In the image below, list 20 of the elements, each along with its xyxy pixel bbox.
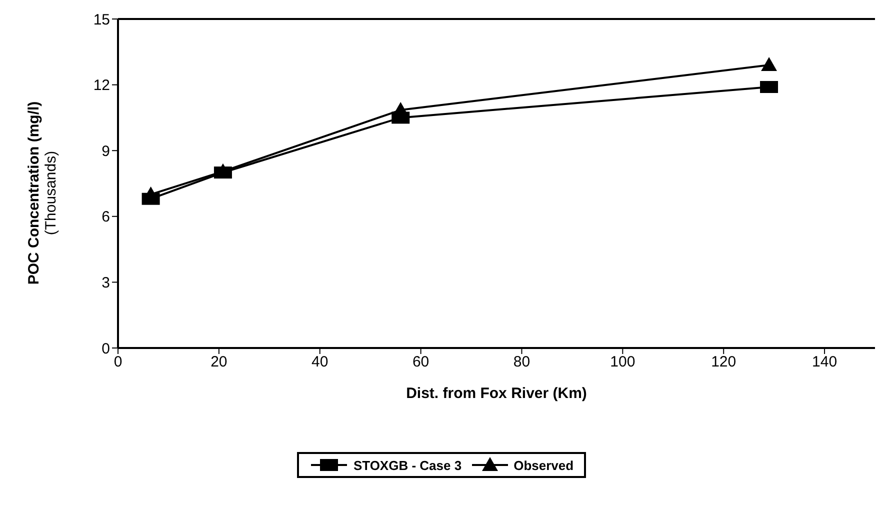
x-tick-label: 60 (412, 354, 430, 371)
y-tick-label: 6 (102, 208, 110, 226)
x-tick-label: 100 (610, 354, 636, 371)
x-axis-title: Dist. from Fox River (Km) (406, 385, 587, 402)
y-tick-label: 3 (102, 274, 110, 292)
y-tick-label: 0 (102, 340, 110, 358)
y-tick-label: 9 (102, 142, 110, 160)
x-tick-label: 20 (210, 354, 228, 371)
y-tick-label: 12 (93, 77, 110, 94)
x-tick-label: 0 (114, 354, 122, 371)
legend-label: STOXGB - Case 3 (353, 458, 462, 472)
x-tick-label: 80 (513, 354, 530, 371)
x-tick-label: 140 (812, 354, 838, 371)
text: POC Concentration (mg/l) (26, 101, 43, 285)
text: (Thousands) (43, 150, 60, 236)
x-tick-label: 40 (312, 354, 328, 371)
x-tick-label: 120 (711, 354, 736, 371)
y-tick-label: 15 (93, 11, 110, 28)
point (761, 57, 778, 72)
legend-label: Observed (514, 458, 574, 472)
